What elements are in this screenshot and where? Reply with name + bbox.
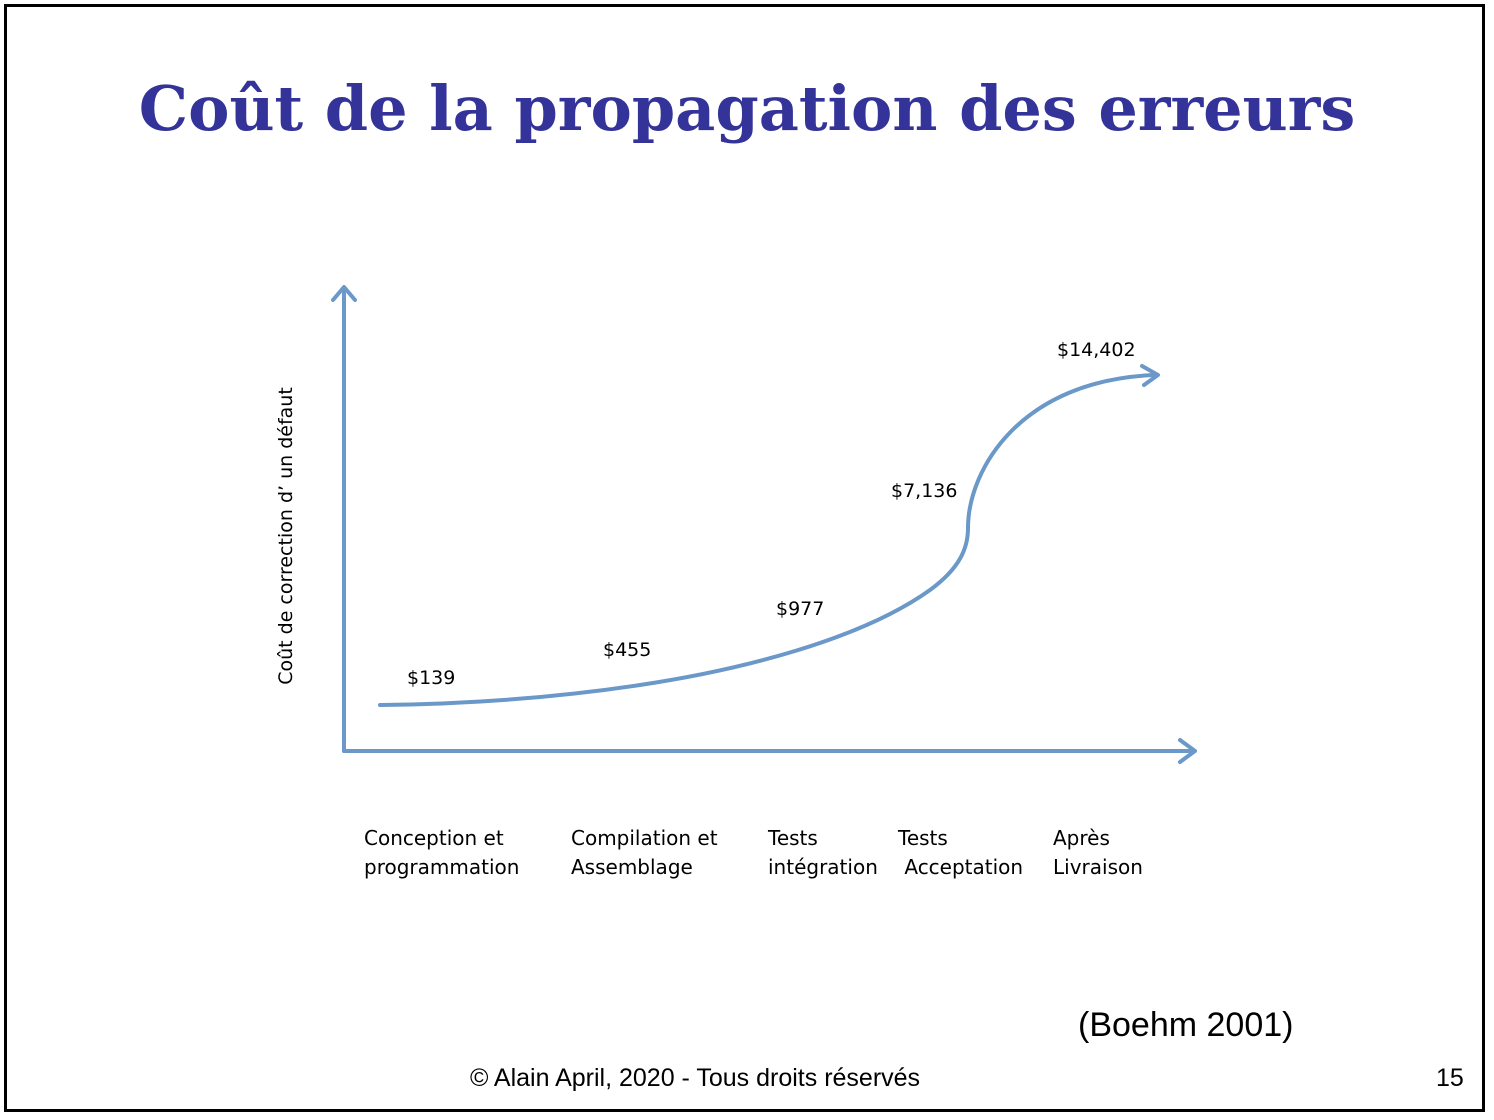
category-label-2: Compilation et Assemblage: [571, 826, 718, 879]
slide-frame: [4, 4, 1485, 1112]
y-axis-arrowhead: [331, 285, 357, 302]
category-label-3: Tests intégration: [768, 826, 878, 879]
data-label-3: $977: [776, 598, 824, 620]
data-label-5: $14,402: [1057, 339, 1136, 361]
category-label-1: Conception et programmation: [364, 826, 520, 879]
page-number: 15: [1436, 1064, 1464, 1092]
cost-curve-line: [378, 373, 1157, 707]
data-label-1: $139: [407, 667, 455, 689]
cost-curve-arrowhead: [1140, 364, 1160, 387]
copyright-footer: © Alain April, 2020 - Tous droits réserv…: [469, 1064, 921, 1092]
data-label-4: $7,136: [891, 480, 957, 502]
y-axis-label: Coût de correction d’ un défaut: [275, 387, 297, 685]
source-citation: (Boehm 2001): [1078, 1006, 1294, 1044]
data-label-2: $455: [603, 639, 651, 661]
x-axis-arrowhead: [1178, 738, 1197, 764]
slide-title: Coût de la propagation des erreurs: [138, 72, 1356, 145]
category-label-4: Tests Acceptation: [898, 826, 1024, 879]
category-label-5: Après Livraison: [1053, 826, 1143, 879]
